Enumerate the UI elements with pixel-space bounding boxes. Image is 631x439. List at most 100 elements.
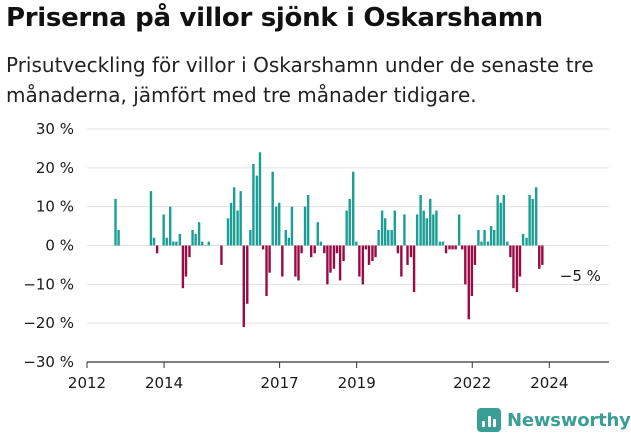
bar	[261, 245, 265, 250]
bar	[165, 237, 168, 246]
last-value-label: −5 %	[560, 267, 601, 285]
bar	[178, 233, 182, 246]
newsworthy-logo: Newsworthy	[477, 408, 631, 432]
bar	[444, 245, 448, 254]
bar	[229, 202, 233, 246]
bar	[419, 195, 422, 246]
bar	[274, 206, 278, 246]
bar	[371, 245, 374, 262]
bar	[374, 245, 377, 258]
bar	[461, 245, 464, 250]
bar	[204, 245, 207, 246]
bar	[377, 229, 380, 246]
bar	[403, 214, 406, 246]
bar	[255, 175, 259, 246]
bar	[367, 245, 371, 265]
bar	[383, 218, 387, 246]
bar	[297, 245, 300, 281]
bar	[429, 198, 432, 246]
bar	[200, 241, 204, 246]
y-tick-label: 20 %	[36, 159, 74, 177]
bar	[518, 245, 522, 277]
bar	[114, 198, 117, 246]
bar	[246, 245, 249, 304]
bar	[323, 245, 326, 254]
y-tick-label: 30 %	[36, 120, 74, 138]
bar	[525, 237, 528, 246]
bar	[332, 245, 336, 269]
bar	[155, 245, 159, 254]
bar	[432, 214, 435, 246]
bar	[486, 241, 490, 246]
bar	[281, 245, 284, 277]
bar	[521, 233, 525, 246]
bar	[329, 245, 332, 273]
bar	[425, 218, 428, 246]
y-tick-label: 0 %	[45, 237, 74, 255]
bar	[358, 245, 361, 277]
x-tick-label: 2019	[338, 374, 376, 392]
chart-subtitle: Prisutveckling för villor i Oskarshamn u…	[6, 53, 594, 107]
bar	[149, 191, 153, 246]
bar	[473, 245, 477, 265]
bar	[454, 245, 457, 250]
bar	[396, 245, 400, 254]
x-tick-label: 2017	[261, 374, 299, 392]
bar	[300, 245, 303, 254]
bar	[303, 206, 307, 246]
x-tick-label: 2022	[453, 374, 491, 392]
bar	[355, 241, 358, 246]
bar	[268, 245, 271, 273]
y-axis-labels: 30 % 20 % 10 % 0 % −10 % −20 % −30 %	[23, 120, 74, 371]
bar	[306, 195, 310, 246]
bar	[310, 245, 313, 258]
bar	[152, 237, 156, 246]
bar	[172, 241, 175, 246]
bar	[412, 245, 416, 293]
bar	[207, 241, 210, 246]
bar	[438, 241, 442, 246]
bar	[464, 245, 467, 285]
bar	[361, 245, 365, 285]
bar	[457, 214, 461, 246]
bar	[496, 195, 499, 246]
bar	[284, 229, 287, 246]
bar	[489, 226, 493, 246]
bar	[175, 241, 178, 246]
bar	[541, 245, 544, 265]
bar-chart: 30 %20 %10 %0 %−10 %−20 %−30 % 2012 2014 2…	[23, 120, 609, 392]
bar	[232, 187, 236, 246]
bar	[326, 245, 329, 285]
bar	[422, 210, 425, 246]
bar	[184, 245, 188, 277]
bar	[387, 229, 390, 246]
y-tick-label: −20 %	[23, 314, 74, 332]
bar	[415, 214, 419, 246]
bar	[441, 241, 445, 246]
bar	[506, 241, 509, 246]
bar	[493, 229, 496, 246]
bar	[117, 229, 120, 246]
bar	[258, 152, 262, 246]
bar	[194, 233, 197, 246]
bar	[236, 210, 239, 246]
bar	[197, 222, 201, 246]
chart-title: Priserna på villor sjönk i Oskarshamn	[6, 3, 543, 33]
x-tick-label: 2024	[530, 374, 568, 392]
bar	[239, 191, 242, 246]
bar	[290, 206, 294, 246]
bar	[467, 245, 470, 320]
x-axis: 2012 2014 2017 2019 2022 2024	[68, 361, 609, 392]
bar	[278, 202, 281, 246]
bar	[477, 229, 480, 246]
y-tick-label: −30 %	[23, 353, 74, 371]
bar	[512, 245, 515, 289]
bar	[393, 210, 397, 246]
bar	[435, 210, 438, 246]
bar	[451, 245, 454, 250]
bar	[502, 195, 506, 246]
bar	[480, 241, 483, 246]
bar	[242, 245, 245, 328]
bar	[188, 245, 191, 258]
bar	[287, 237, 291, 246]
